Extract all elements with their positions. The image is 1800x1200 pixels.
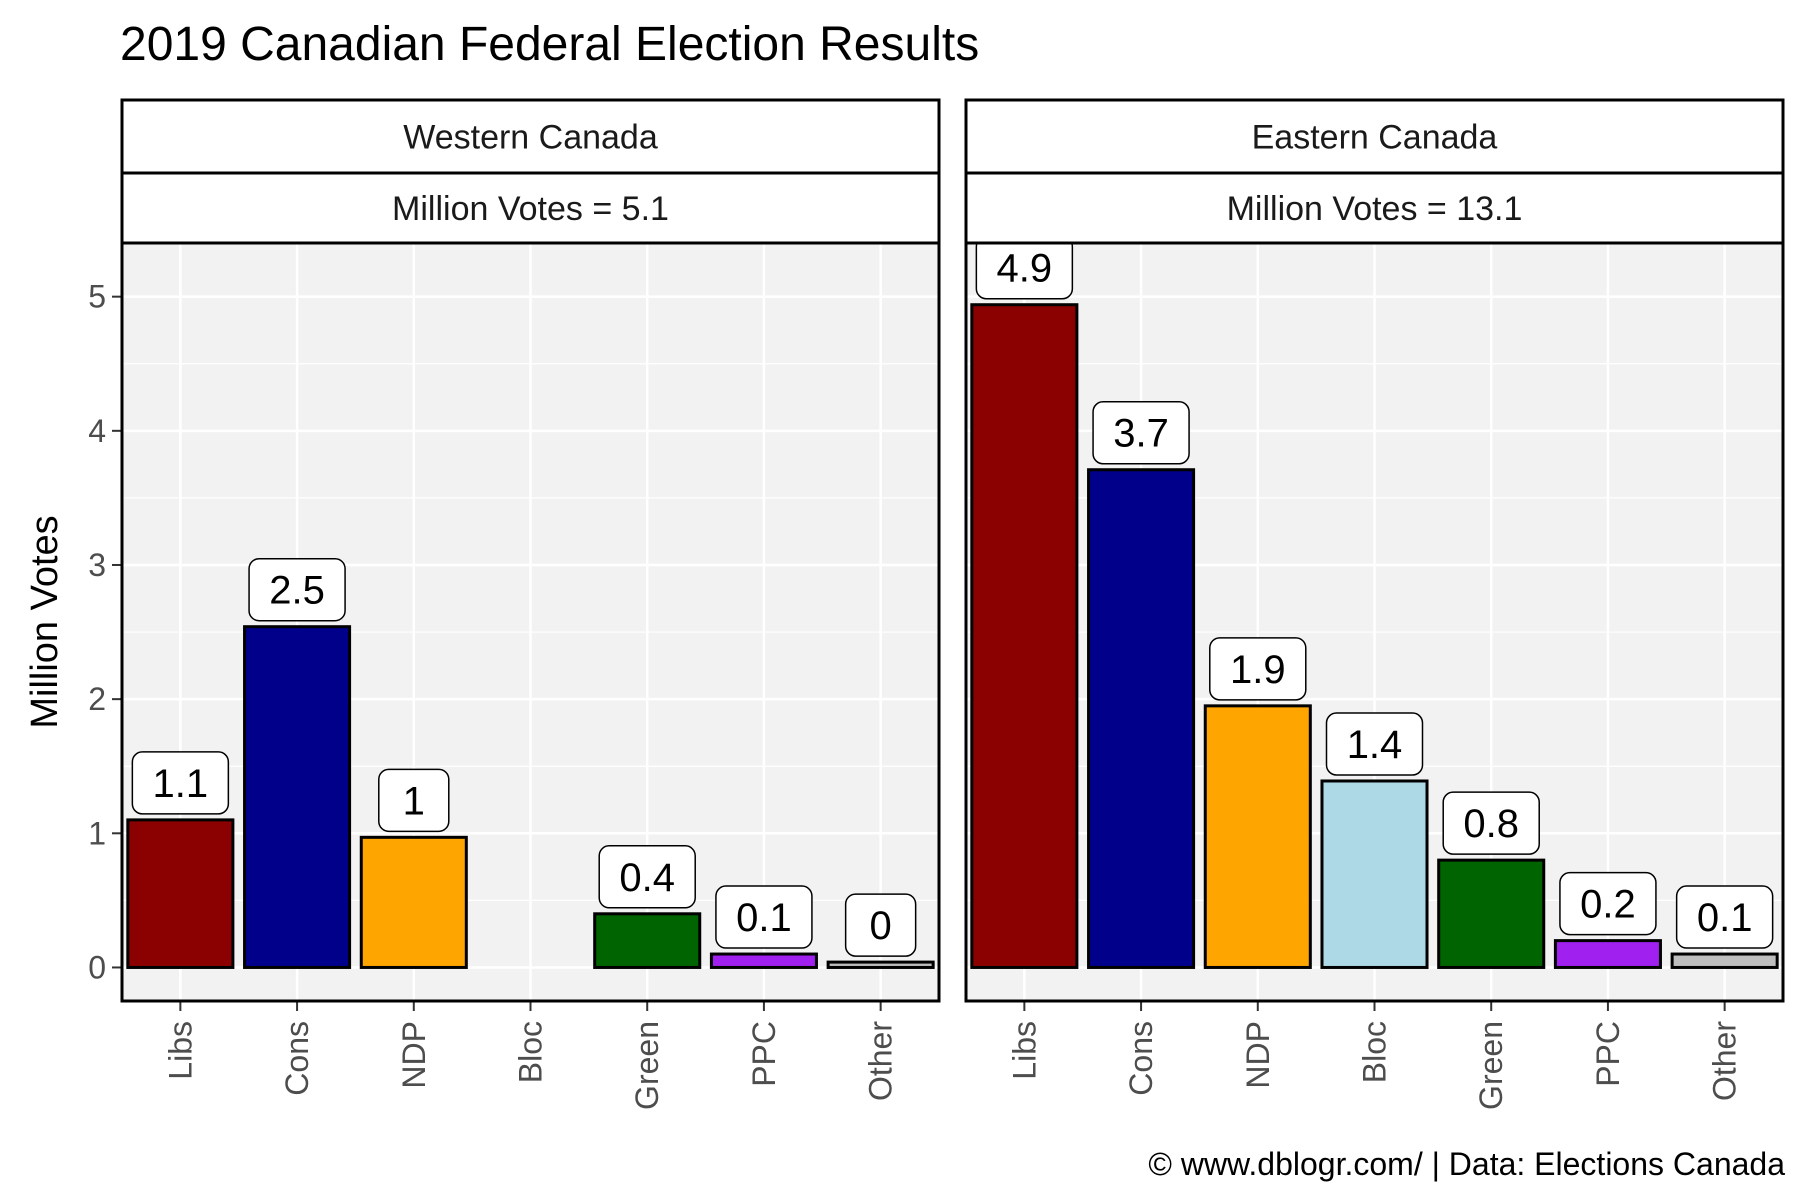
strip-top-label: Western Canada [403, 119, 658, 157]
bar-ndp [1203, 704, 1312, 969]
plot-area: 0 1 2 3 4 5 1.1 Libs 2.5 Cons 1 NDP Bloc 0.4 Green 0.1 P… [88, 98, 1785, 1110]
x-tick-label: PPC [1590, 1021, 1626, 1087]
data-label-box [715, 885, 813, 949]
bar-libs [126, 818, 235, 969]
data-label: 0 [870, 904, 892, 948]
data-label-box [378, 768, 450, 833]
bar-green [1437, 858, 1546, 969]
x-tick-label: Bloc [1357, 1021, 1393, 1083]
data-label: 2.5 [269, 569, 325, 613]
data-label: 0.4 [619, 856, 675, 900]
data-label: 3.7 [1113, 412, 1169, 456]
x-tick-label: NDP [396, 1021, 432, 1089]
bar-ppc [1553, 939, 1662, 969]
y-axis-label: Million Votes [24, 515, 66, 728]
bar-bloc [1320, 779, 1429, 969]
bar-other [826, 960, 935, 969]
chart-title: 2019 Canadian Federal Election Results [120, 18, 979, 71]
data-label: 4.9 [997, 247, 1053, 291]
data-label-box [598, 845, 696, 909]
y-tick-label: 0 [88, 949, 106, 985]
strip-top-label: Eastern Canada [1252, 119, 1498, 157]
caption: © www.dblogr.com/ | Data: Elections Cana… [1148, 1146, 1785, 1182]
strip-bottom-label: Million Votes = 5.1 [392, 190, 669, 228]
data-label-box [1092, 400, 1190, 465]
data-label: 1.4 [1347, 723, 1403, 767]
x-tick-label: Other [1707, 1021, 1743, 1101]
x-tick-label: Green [629, 1021, 665, 1110]
y-tick-label: 5 [88, 279, 106, 315]
data-label-box [1675, 885, 1774, 949]
data-label-box [1325, 712, 1424, 776]
strip-bottom-box [964, 171, 1785, 245]
y-tick-label: 1 [88, 815, 106, 851]
bar-cons [243, 625, 352, 969]
y-tick-label: 4 [88, 413, 106, 449]
x-tick-label: PPC [746, 1021, 782, 1087]
bar-other [1670, 952, 1779, 969]
y-tick-label: 3 [88, 547, 106, 583]
panel-western: 1.1 Libs 2.5 Cons 1 NDP Bloc 0.4 Green 0.1 PPC 0 Oth… [120, 98, 941, 1110]
strip-bottom-label: Million Votes = 13.1 [1227, 190, 1523, 228]
data-label: 0.8 [1463, 802, 1519, 846]
data-label-box [1442, 791, 1540, 855]
x-tick-label: NDP [1240, 1021, 1276, 1089]
panel-eastern: 4.9 Libs 3.7 Cons 1.9 NDP 1.4 Bloc 0.8 Green 0.2 PP… [964, 98, 1785, 1110]
y-tick-label: 2 [88, 681, 106, 717]
bar-ppc [709, 952, 818, 969]
data-label: 1 [403, 779, 425, 823]
bar-ndp [359, 835, 468, 969]
x-tick-label: Libs [162, 1021, 198, 1080]
strip-top-box [964, 98, 1785, 175]
x-tick-label: Cons [279, 1021, 315, 1096]
x-tick-label: Cons [1123, 1021, 1159, 1096]
bar-cons [1087, 468, 1196, 969]
data-label-box [1209, 637, 1307, 701]
data-label: 0.1 [1697, 896, 1753, 940]
data-label: 0.1 [736, 896, 792, 940]
x-tick-label: Bloc [513, 1021, 549, 1083]
data-label: 1.1 [153, 762, 209, 806]
data-label: 0.2 [1580, 883, 1636, 927]
data-label: 1.9 [1230, 648, 1286, 692]
data-label-box [844, 893, 917, 957]
bar-green [593, 912, 702, 969]
x-tick-label: Libs [1006, 1021, 1042, 1080]
data-label-box [131, 751, 230, 815]
strip-bottom-box [120, 171, 941, 245]
data-label-box [248, 557, 346, 622]
x-tick-label: Other [863, 1021, 899, 1101]
data-label-box [1559, 871, 1657, 936]
bar-libs [970, 303, 1079, 969]
x-tick-label: Green [1473, 1021, 1509, 1110]
